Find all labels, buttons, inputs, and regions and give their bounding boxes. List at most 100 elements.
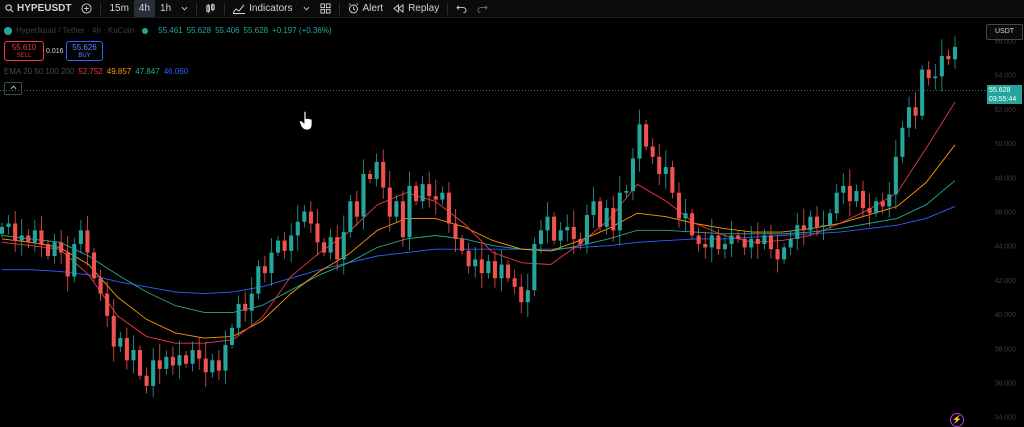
candle-body	[203, 358, 208, 373]
ema100-value: 47.847	[135, 67, 160, 76]
candle-body	[913, 107, 918, 116]
candle-body	[755, 238, 760, 245]
candle-body	[696, 235, 701, 245]
rewind-icon	[393, 4, 404, 13]
currency-label: USDT	[994, 28, 1015, 35]
candle-body	[578, 238, 583, 245]
toolbar-divider	[447, 2, 449, 15]
candle-body	[111, 315, 116, 347]
timeframe-dropdown[interactable]	[176, 0, 193, 17]
price-chart[interactable]: 56.000 54.000 52.000 50.000 48.000 46.000 44.0…	[0, 18, 1024, 427]
candle-body	[512, 278, 517, 287]
candle-body	[315, 223, 320, 243]
candle-body	[440, 192, 445, 200]
candle-body	[381, 161, 386, 188]
ohlc-legend: Hyperliquid / Tether · 4h · KuCoin 55.46…	[4, 26, 332, 35]
grid-layout-icon	[319, 3, 331, 14]
alert-button[interactable]: Alert	[343, 0, 389, 17]
timeframe-4h[interactable]: 4h	[133, 0, 156, 17]
collapse-legend-button[interactable]	[4, 82, 22, 95]
sell-button[interactable]: 55.610 SELL	[4, 41, 44, 61]
candle-body	[716, 235, 721, 250]
candle-body	[361, 173, 366, 217]
ema-legend[interactable]: EMA 20 50 100 200 52.752 49.857 47.847 4…	[4, 67, 188, 76]
indicators-dropdown[interactable]	[298, 0, 315, 17]
replay-button[interactable]: Replay	[388, 0, 444, 17]
price-tick-label: 54.000	[995, 73, 1017, 80]
candle-body	[834, 192, 839, 214]
candle-body	[703, 244, 708, 248]
indicators-button[interactable]: Indicators	[228, 0, 297, 17]
undo-icon	[456, 5, 467, 13]
candle-body	[801, 225, 806, 231]
candle-body	[137, 350, 143, 376]
candle-body	[768, 235, 774, 250]
candle-body	[946, 55, 951, 60]
close-value: 55.628	[243, 26, 269, 35]
candle-body	[308, 211, 313, 224]
candle-body	[887, 194, 892, 207]
price-tick-label: 34.000	[995, 415, 1017, 422]
candle-body	[782, 247, 787, 260]
candle-body	[98, 278, 103, 294]
candle-body	[276, 240, 281, 253]
candle-body	[45, 244, 51, 256]
chart-type-button[interactable]	[200, 0, 221, 17]
price-axis: 56.000 54.000 52.000 50.000 48.000 46.000 44.0…	[995, 39, 1017, 422]
chevron-down-icon	[181, 6, 188, 11]
candle-body	[532, 244, 537, 291]
candle-body	[611, 208, 616, 231]
ema-legend-title: EMA 20 50 100 200	[4, 67, 75, 76]
candle-body	[335, 237, 340, 260]
last-price-tag: 55.628 03:55:44	[987, 85, 1022, 104]
price-tick-label: 40.000	[995, 312, 1017, 319]
candle-body	[433, 196, 438, 200]
candle-body	[486, 261, 491, 274]
timeframe-15m[interactable]: 15m	[109, 3, 129, 14]
candle-body	[565, 226, 570, 231]
replay-label: Replay	[408, 3, 440, 14]
lightning-icon[interactable]: ⚡	[950, 413, 964, 427]
timeframe-1h[interactable]: 1h	[160, 3, 172, 14]
pair-title[interactable]: Hyperliquid / Tether · 4h · KuCoin	[16, 26, 135, 35]
candle-body	[262, 266, 267, 274]
symbol-search[interactable]: HYPEUSDT	[0, 0, 76, 17]
search-icon	[5, 4, 14, 13]
candle-body	[854, 191, 859, 202]
price-tick-label: 48.000	[995, 175, 1017, 182]
compare-button[interactable]	[76, 0, 97, 17]
candle-body	[282, 240, 287, 251]
candle-body	[183, 355, 189, 364]
candle-body	[59, 242, 64, 253]
candle-body	[808, 216, 813, 231]
chevron-up-icon	[10, 85, 16, 90]
candle-body	[236, 303, 241, 328]
layout-button[interactable]	[315, 0, 336, 17]
candle-body	[676, 192, 681, 219]
candle-body	[821, 225, 826, 227]
candle-body	[933, 76, 938, 79]
undo-button[interactable]	[451, 0, 472, 17]
candle-body	[479, 259, 484, 274]
candle-body	[157, 360, 162, 369]
candle-body	[492, 261, 497, 279]
ema20-value: 52.752	[78, 67, 103, 76]
alarm-clock-icon	[348, 3, 358, 14]
candle-body	[72, 244, 77, 277]
currency-selector[interactable]: USDT	[986, 24, 1023, 40]
market-status-icon	[142, 27, 149, 34]
candle-body	[506, 264, 511, 279]
buy-price: 55.626	[72, 43, 97, 52]
candle-body	[39, 230, 44, 245]
candle-body	[749, 238, 754, 248]
redo-button[interactable]	[472, 0, 493, 17]
candle-body	[650, 146, 655, 157]
buy-button[interactable]: 55.626 BUY	[66, 41, 103, 61]
candle-body	[249, 293, 254, 311]
candle-body	[302, 211, 307, 222]
candle-body	[637, 124, 642, 159]
candle-body	[26, 235, 31, 243]
candle-body	[216, 360, 221, 371]
candle-body	[558, 230, 563, 241]
candle-body	[32, 230, 37, 243]
